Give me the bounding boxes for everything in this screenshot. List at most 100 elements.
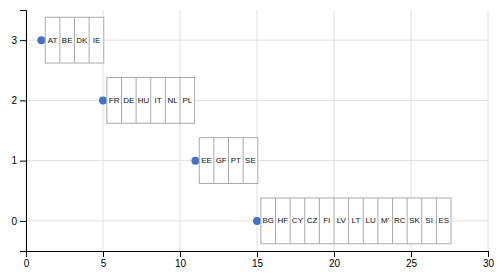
label-box-frame [261, 198, 451, 244]
points [37, 36, 261, 225]
cell-label: SE [245, 156, 256, 165]
label-box-frame [199, 138, 258, 184]
axis-line [20, 11, 27, 252]
tick: 2 [11, 95, 26, 106]
cell-divider [421, 198, 422, 244]
cell-divider [363, 198, 364, 244]
tick: 3 [11, 35, 26, 46]
cell-divider [407, 198, 408, 244]
cell-label: IE [93, 36, 101, 45]
tick-mark [488, 251, 489, 257]
cell-label: ES [438, 216, 449, 225]
cell-label: BE [62, 36, 73, 45]
tick-label: 10 [175, 258, 187, 269]
tick-label: 3 [11, 35, 17, 46]
tick: 1 [11, 155, 26, 166]
cell-divider [136, 77, 137, 123]
cell-divider [334, 198, 335, 244]
tick: 5 [101, 251, 107, 269]
tick-mark [20, 161, 26, 162]
label-box: AT BEDK IE [45, 17, 104, 63]
cell-divider [228, 138, 229, 184]
cell-label: CZ [307, 216, 318, 225]
chart: 0510152025300123ATBEDKIEFRDEHUITNLPLEEGF… [0, 0, 500, 275]
grid-line [257, 10, 258, 251]
label-box-frame [45, 17, 104, 63]
tick-mark [257, 251, 258, 257]
cell-label: GF [216, 156, 227, 165]
tick-label: 20 [329, 258, 341, 269]
cell-label: LV [337, 216, 347, 225]
cell-label: RC [394, 216, 406, 225]
label-box-frame [107, 77, 195, 123]
cell-divider [213, 138, 214, 184]
grid-line [26, 100, 488, 101]
cell-label: PL [182, 96, 192, 105]
cell-divider [121, 77, 122, 123]
tick: 25 [406, 251, 418, 269]
cell-divider [150, 77, 151, 123]
tick-label: 15 [252, 258, 264, 269]
cell-label: HF [277, 216, 288, 225]
cell-label: SI [425, 216, 433, 225]
tick-mark [411, 251, 412, 257]
y-axis: 0 1 2 3 [11, 11, 26, 252]
cell-divider [59, 17, 60, 63]
tick: 0 [11, 216, 26, 227]
label-box: FRDE HU IT NLPL [107, 77, 195, 123]
cell-divider [290, 198, 291, 244]
cell-label: SK [409, 216, 420, 225]
cell-label: CY [292, 216, 304, 225]
cell-label: LT [352, 216, 361, 225]
tick-label: 1 [11, 155, 17, 166]
cell-divider [436, 198, 437, 244]
tick-mark [20, 40, 26, 41]
grid-line [488, 10, 489, 251]
cell-label: FR [109, 96, 120, 105]
cell-divider [74, 17, 75, 63]
tick: 20 [329, 251, 341, 269]
tick: 0 [24, 251, 30, 269]
tick-mark [103, 251, 104, 257]
grid-line [180, 10, 181, 251]
cell-label: IT [155, 96, 162, 105]
cell-divider [180, 77, 181, 123]
point [37, 36, 45, 44]
cell-divider [165, 77, 166, 123]
point [99, 96, 107, 104]
tick-label: 0 [24, 258, 30, 269]
tick-mark [20, 221, 26, 222]
tick-label: 2 [11, 95, 17, 106]
grid [26, 10, 488, 251]
cell-divider [243, 138, 244, 184]
cell-divider [275, 198, 276, 244]
tick-mark [334, 251, 335, 257]
cell-divider [392, 198, 393, 244]
cell-divider [319, 198, 320, 244]
cell-label: M' [381, 216, 390, 225]
label-boxes: ATBEDKIEFRDEHUITNLPLEEGFPTSEBGHFCYCZFILV… [45, 17, 451, 244]
point [253, 217, 261, 225]
cell-label: DE [123, 96, 134, 105]
cell-divider [348, 198, 349, 244]
label-box: BGHFCYCZFILVLTLUM'RCSKSIES [261, 198, 451, 244]
point [191, 157, 199, 165]
x-axis: 0 5 10 15 20 25 30 [24, 251, 495, 269]
cell-label: NL [168, 96, 179, 105]
plot: 0510152025300123ATBEDKIEFRDEHUITNLPLEEGF… [11, 10, 494, 269]
tick: 10 [175, 251, 187, 269]
cell-label: HU [138, 96, 150, 105]
cell-label: AT [48, 36, 58, 45]
cell-divider [377, 198, 378, 244]
grid-line [334, 10, 335, 251]
tick-mark [20, 100, 26, 101]
label-box: EEGFPTSE [199, 138, 258, 184]
cell-label: PT [231, 156, 241, 165]
tick-mark [180, 251, 181, 257]
cell-label: LU [365, 216, 375, 225]
axis-line [27, 252, 489, 258]
cell-label: BG [262, 216, 274, 225]
tick-label: 25 [406, 258, 418, 269]
tick-label: 30 [483, 258, 495, 269]
cell-label: DK [76, 36, 88, 45]
